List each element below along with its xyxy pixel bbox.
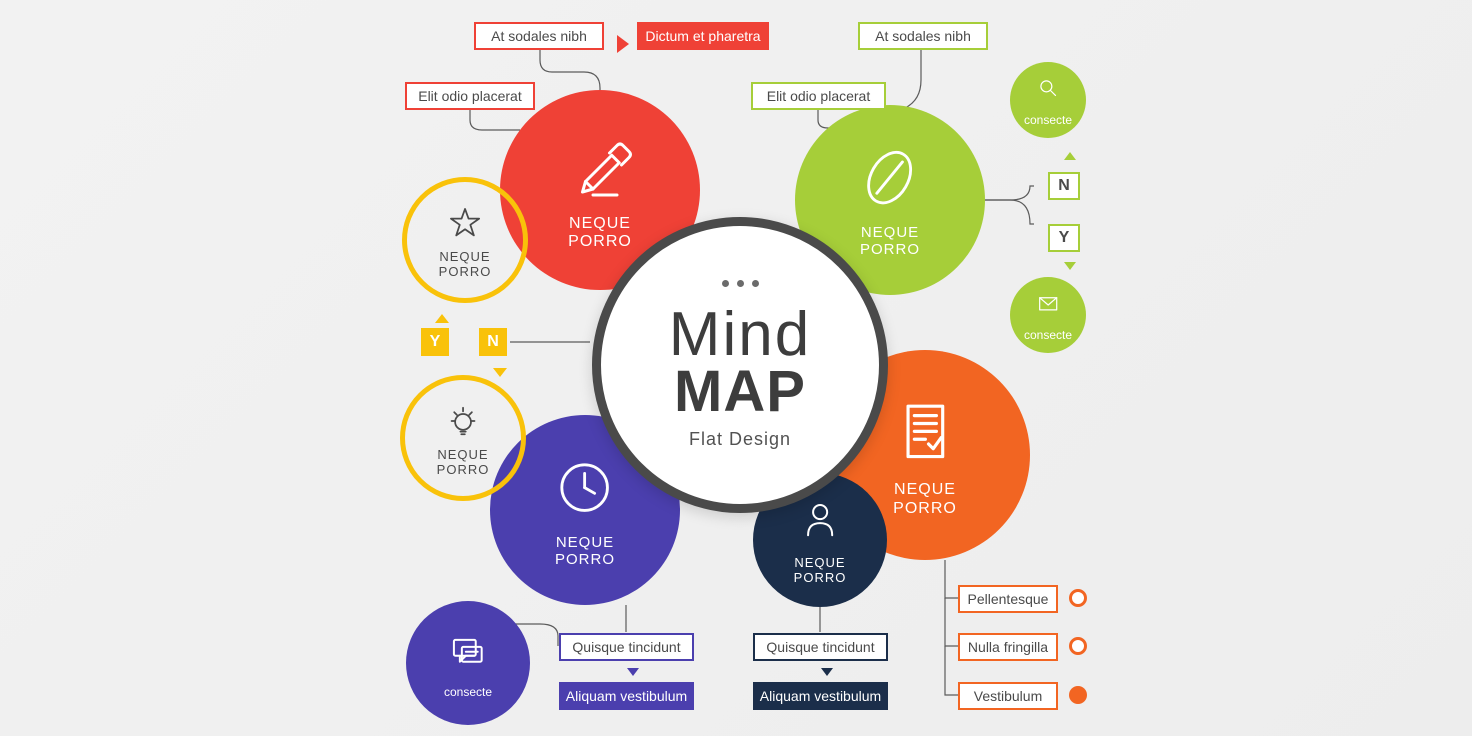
pencil-icon bbox=[563, 129, 638, 209]
tag-t7: Aliquam vestibulum bbox=[559, 682, 694, 710]
tag-t10: Pellentesque bbox=[958, 585, 1058, 613]
search-icon bbox=[1033, 73, 1063, 108]
marker-2 bbox=[1069, 686, 1087, 704]
arrow-0 bbox=[617, 35, 629, 53]
center-subtitle: Flat Design bbox=[689, 429, 791, 450]
yn-ynN1: N bbox=[479, 328, 507, 356]
yn-ynN2: N bbox=[1048, 172, 1080, 200]
leaf-icon bbox=[854, 142, 925, 218]
node-label: NEQUEPORRO bbox=[893, 481, 957, 518]
mail-icon bbox=[1033, 288, 1063, 323]
node-star: NEQUEPORRO bbox=[402, 177, 528, 303]
node-bulb: NEQUEPORRO bbox=[400, 375, 526, 501]
node-label: NEQUEPORRO bbox=[437, 448, 490, 478]
tag-t3: Elit odio placerat bbox=[405, 82, 535, 110]
yn-ynY1: Y bbox=[421, 328, 449, 356]
center-node: MindMAPFlat Design bbox=[592, 217, 888, 513]
tag-t8: Quisque tincidunt bbox=[753, 633, 888, 661]
dots-icon bbox=[722, 280, 759, 287]
tag-t5: Elit odio placerat bbox=[751, 82, 886, 110]
bulb-icon bbox=[441, 399, 485, 448]
user-icon bbox=[795, 494, 845, 549]
clock-icon bbox=[549, 452, 620, 528]
small-node-sc-search: consecte bbox=[1010, 62, 1086, 138]
node-label: NEQUEPORRO bbox=[860, 224, 920, 259]
tag-t12: Vestibulum bbox=[958, 682, 1058, 710]
small-node-sc-chat: consecte bbox=[406, 601, 530, 725]
arrow-2 bbox=[493, 368, 507, 377]
node-label: NEQUEPORRO bbox=[568, 215, 632, 252]
small-node-label: consecte bbox=[1024, 328, 1072, 342]
node-label: NEQUEPORRO bbox=[794, 556, 847, 586]
mindmap-canvas: NEQUEPORRO NEQUEPORRO NEQUEPORRO NEQUEPORRO… bbox=[0, 0, 1472, 736]
tag-t11: Nulla fringilla bbox=[958, 633, 1058, 661]
node-label: NEQUEPORRO bbox=[439, 250, 492, 280]
small-node-label: consecte bbox=[444, 685, 492, 699]
marker-1 bbox=[1069, 637, 1087, 655]
tag-t4: At sodales nibh bbox=[858, 22, 988, 50]
arrow-6 bbox=[821, 668, 833, 676]
arrow-1 bbox=[435, 314, 449, 323]
marker-0 bbox=[1069, 589, 1087, 607]
tag-t2: Dictum et pharetra bbox=[637, 22, 769, 50]
star-icon bbox=[443, 201, 487, 250]
arrow-3 bbox=[1064, 152, 1076, 160]
arrow-4 bbox=[1064, 262, 1076, 270]
small-node-sc-mail: consecte bbox=[1010, 277, 1086, 353]
node-label: NEQUEPORRO bbox=[555, 534, 615, 569]
document-icon bbox=[886, 392, 965, 476]
arrow-5 bbox=[627, 668, 639, 676]
center-title-2: MAP bbox=[674, 358, 806, 425]
tag-t6: Quisque tincidunt bbox=[559, 633, 694, 661]
tag-t1: At sodales nibh bbox=[474, 22, 604, 50]
small-node-label: consecte bbox=[1024, 113, 1072, 127]
chat-icon bbox=[443, 627, 493, 682]
tag-t9: Aliquam vestibulum bbox=[753, 682, 888, 710]
yn-ynY2: Y bbox=[1048, 224, 1080, 252]
